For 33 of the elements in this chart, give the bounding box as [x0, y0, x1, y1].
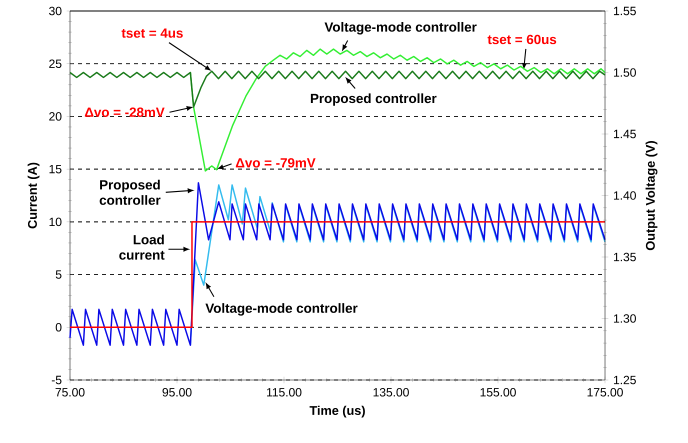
y-tick-label: 15 — [50, 164, 62, 174]
y2-tick-label: 1.45 — [614, 130, 636, 138]
series-label: Voltage-mode controller — [205, 303, 358, 316]
annotation: tset = 60us — [488, 34, 556, 44]
x-tick-label: 95.00 — [162, 388, 192, 397]
y-tick-label: 10 — [50, 218, 62, 226]
x-tick-label: 115.00 — [267, 388, 302, 397]
x-axis-title: Time (us) — [310, 406, 365, 418]
y2-axis-title: Output Voltage (V) — [646, 141, 658, 250]
annotation: Δvo = -79mV — [236, 158, 316, 168]
y2-tick-label: 1.35 — [614, 252, 636, 262]
x-tick-label: 75.00 — [56, 388, 85, 397]
y-axis-title: Current (A) — [28, 162, 40, 228]
y-tick-label: 5 — [56, 270, 62, 279]
annotation: Δvo = -28mV — [84, 107, 165, 117]
y2-tick-label: 1.40 — [614, 191, 636, 200]
y2-tick-label: 1.30 — [614, 314, 636, 323]
y-tick-label: 0 — [56, 323, 62, 332]
x-tick-label: 175.00 — [588, 388, 623, 397]
y2-tick-label: 1.50 — [614, 68, 636, 77]
series-label: Proposed controller — [310, 93, 436, 106]
y-tick-label: 20 — [49, 112, 62, 121]
x-tick-label: 155.00 — [480, 388, 516, 397]
y2-tick-label: 1.25 — [614, 376, 636, 384]
y-tick-label: -5 — [52, 376, 62, 384]
series-label: Voltage-mode controller — [324, 22, 477, 34]
y-tick-label: 25 — [49, 59, 62, 68]
text: Proposed controller — [100, 180, 160, 205]
y-tick-label: 30 — [49, 6, 62, 16]
x-tick-label: 135.00 — [374, 388, 409, 397]
annotation: tset = 4us — [122, 28, 183, 38]
y2-tick-label: 1.55 — [614, 6, 636, 16]
text: Load current — [119, 234, 165, 260]
